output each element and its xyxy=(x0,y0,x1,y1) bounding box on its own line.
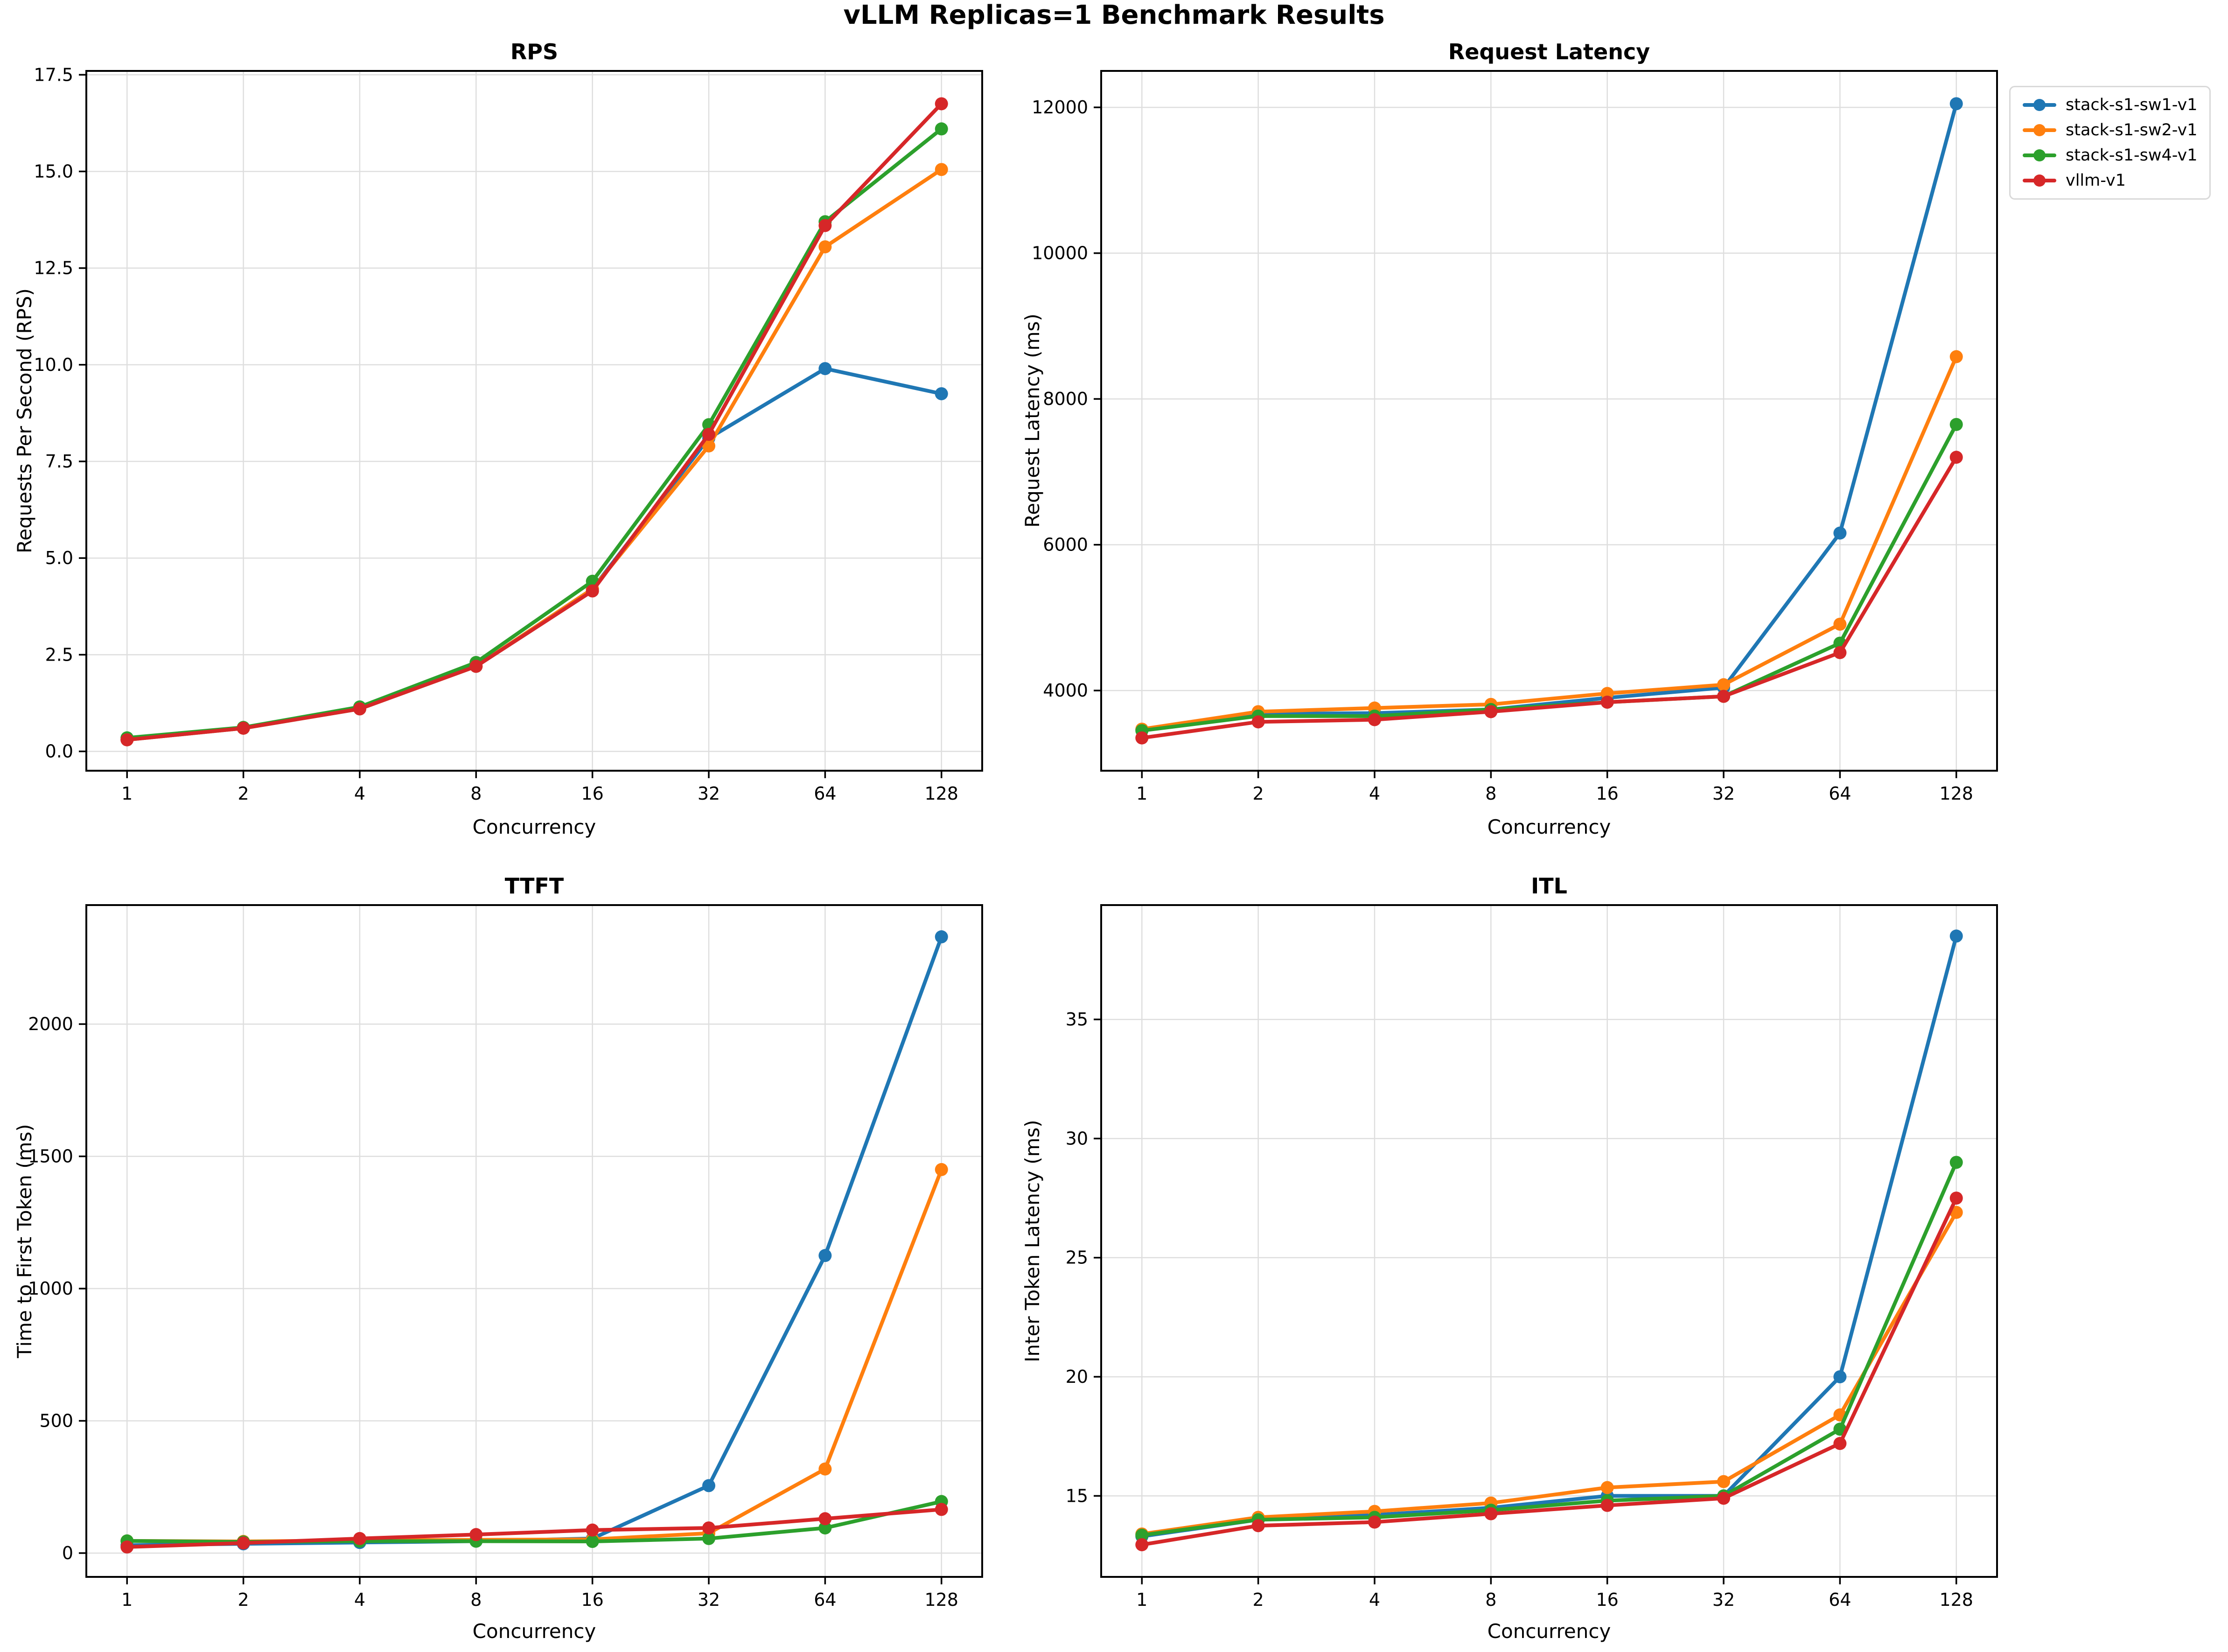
svg-text:6000: 6000 xyxy=(1043,535,1088,555)
svg-text:1500: 1500 xyxy=(28,1146,73,1167)
y-axis-label-rps: Requests Per Second (RPS) xyxy=(13,288,36,553)
series-swatch-icon xyxy=(2023,124,2056,137)
svg-text:2: 2 xyxy=(238,783,249,804)
legend-label: stack-s1-sw1-v1 xyxy=(2066,96,2198,114)
x-axis-label-ttft: Concurrency xyxy=(472,1620,596,1643)
svg-text:16: 16 xyxy=(1596,783,1618,804)
svg-text:128: 128 xyxy=(924,783,958,804)
svg-text:128: 128 xyxy=(924,1589,958,1610)
svg-text:32: 32 xyxy=(1712,1589,1735,1610)
plot-area-rps: 1 2 4 8 16 32 64 128 0.0 2.5 5.0 7.5 10.0 12.5 15.0 17.… xyxy=(34,64,983,804)
legend-item: stack-s1-sw2-v1 xyxy=(2023,121,2197,139)
svg-text:8: 8 xyxy=(1485,783,1496,804)
svg-text:2: 2 xyxy=(238,1589,249,1610)
svg-text:128: 128 xyxy=(1939,783,1973,804)
svg-text:1: 1 xyxy=(1136,783,1147,804)
svg-text:2.5: 2.5 xyxy=(45,644,73,665)
legend-item: stack-s1-sw1-v1 xyxy=(2023,96,2197,114)
svg-text:0.0: 0.0 xyxy=(45,741,73,762)
svg-text:30: 30 xyxy=(1066,1128,1088,1149)
svg-text:16: 16 xyxy=(581,783,603,804)
x-axis-label-request-latency: Concurrency xyxy=(1487,816,1611,838)
svg-text:2: 2 xyxy=(1253,783,1264,804)
x-axis-label-rps: Concurrency xyxy=(472,816,596,838)
svg-text:16: 16 xyxy=(1596,1589,1618,1610)
plot-area-itl: 1 2 4 8 16 32 64 128 15 20 25 30 35 xyxy=(1066,904,1998,1610)
x-axis-label-itl: Concurrency xyxy=(1487,1620,1611,1643)
y-axis-label-ttft: Time to First Token (ms) xyxy=(13,1124,36,1358)
svg-text:32: 32 xyxy=(1712,783,1735,804)
svg-text:8000: 8000 xyxy=(1043,389,1088,409)
svg-text:8: 8 xyxy=(470,1589,482,1610)
svg-text:10.0: 10.0 xyxy=(34,355,73,375)
svg-text:17.5: 17.5 xyxy=(34,64,73,85)
svg-text:500: 500 xyxy=(39,1411,73,1431)
figure-title: vLLM Replicas=1 Benchmark Results xyxy=(843,0,1385,30)
series-swatch-icon xyxy=(2023,174,2056,187)
subplot-title-itl: ITL xyxy=(1531,873,1567,899)
plot-area-request-latency: 1 2 4 8 16 32 64 128 4000 6000 8000 10000 12000 xyxy=(1032,70,1998,804)
series-swatch-icon xyxy=(2023,149,2056,162)
svg-text:15: 15 xyxy=(1066,1485,1088,1506)
svg-text:1: 1 xyxy=(121,783,133,804)
svg-text:4000: 4000 xyxy=(1043,680,1088,701)
subplot-title-ttft: TTFT xyxy=(504,873,564,899)
subplot-title-rps: RPS xyxy=(510,39,559,64)
svg-text:12.5: 12.5 xyxy=(34,258,73,279)
svg-text:35: 35 xyxy=(1066,1009,1088,1030)
y-axis-label-request-latency: Request Latency (ms) xyxy=(1021,314,1044,528)
svg-text:15.0: 15.0 xyxy=(34,161,73,181)
svg-text:64: 64 xyxy=(1829,783,1851,804)
series-swatch-icon xyxy=(2023,98,2056,112)
svg-text:4: 4 xyxy=(1369,1589,1380,1610)
plot-area-ttft: 1 2 4 8 16 32 64 128 0 500 1000 1500 2000 xyxy=(28,904,983,1610)
legend-label: stack-s1-sw4-v1 xyxy=(2066,146,2198,165)
y-axis-label-itl: Inter Token Latency (ms) xyxy=(1021,1120,1044,1362)
svg-text:64: 64 xyxy=(814,1589,836,1610)
legend-item: vllm-v1 xyxy=(2023,171,2197,190)
svg-text:64: 64 xyxy=(814,783,836,804)
svg-text:1: 1 xyxy=(1136,1589,1147,1610)
svg-text:20: 20 xyxy=(1066,1366,1088,1387)
svg-text:7.5: 7.5 xyxy=(45,451,73,472)
svg-text:0: 0 xyxy=(62,1543,73,1563)
svg-text:12000: 12000 xyxy=(1032,97,1088,118)
svg-text:10000: 10000 xyxy=(1032,243,1088,264)
legend-item: stack-s1-sw4-v1 xyxy=(2023,146,2197,165)
svg-text:2000: 2000 xyxy=(28,1014,73,1034)
svg-text:1000: 1000 xyxy=(28,1278,73,1299)
svg-text:4: 4 xyxy=(354,783,365,804)
svg-text:4: 4 xyxy=(1369,783,1380,804)
svg-text:2: 2 xyxy=(1253,1589,1264,1610)
svg-text:25: 25 xyxy=(1066,1248,1088,1268)
svg-text:32: 32 xyxy=(698,783,720,804)
svg-text:64: 64 xyxy=(1829,1589,1851,1610)
svg-text:1: 1 xyxy=(121,1589,133,1610)
legend: stack-s1-sw1-v1 stack-s1-sw2-v1 stack-s1… xyxy=(2009,86,2211,200)
svg-text:4: 4 xyxy=(354,1589,365,1610)
legend-label: stack-s1-sw2-v1 xyxy=(2066,121,2198,139)
svg-text:8: 8 xyxy=(1485,1589,1496,1610)
svg-text:128: 128 xyxy=(1939,1589,1973,1610)
subplot-title-request-latency: Request Latency xyxy=(1448,39,1650,64)
svg-text:5.0: 5.0 xyxy=(45,548,73,568)
legend-label: vllm-v1 xyxy=(2066,171,2126,190)
svg-text:16: 16 xyxy=(581,1589,603,1610)
svg-text:8: 8 xyxy=(470,783,482,804)
svg-text:32: 32 xyxy=(698,1589,720,1610)
